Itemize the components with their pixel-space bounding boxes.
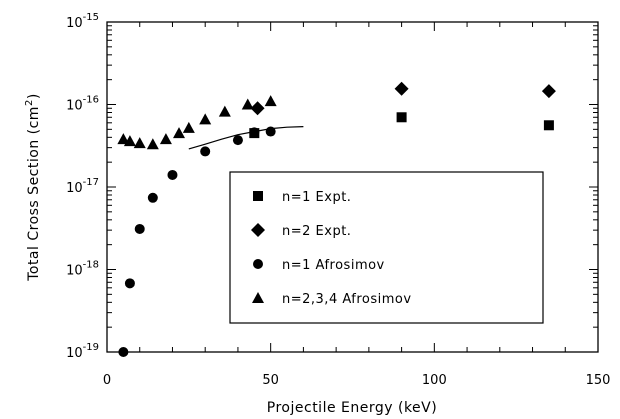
data-point-diamond	[394, 81, 409, 96]
data-point-circle	[249, 127, 260, 138]
y-tick-label: 10-16	[66, 95, 99, 114]
legend-label: n=2 Expt.	[282, 224, 351, 239]
legend-items: n=1 Expt. n=2 Expt. n=1 Afrosimov n=2,3,4 A…	[251, 190, 412, 307]
x-tick-labels: 0 50 100 150	[103, 373, 611, 388]
y-tick-exponent: -18	[83, 260, 99, 271]
fit-curve	[188, 126, 304, 150]
x-tick-label: 50	[262, 373, 279, 388]
data-markers	[117, 81, 556, 357]
y-tick-base: 10	[66, 16, 83, 31]
legend-marker-triangle	[252, 292, 264, 303]
data-point-triangle	[264, 95, 277, 107]
y-tick-label: 10-18	[66, 260, 99, 279]
data-point-circle	[118, 347, 129, 357]
data-point-triangle	[159, 133, 172, 145]
data-point-diamond	[250, 101, 265, 116]
y-tick-exponent: -15	[83, 12, 99, 23]
y-tick-base: 10	[66, 99, 83, 114]
y-tick-base: 10	[66, 346, 83, 361]
data-point-triangle	[218, 105, 231, 117]
x-axis-title: Projectile Energy (keV)	[267, 400, 437, 416]
data-point-circle	[265, 126, 276, 137]
y-tick-exponent: -19	[83, 342, 99, 353]
y-tick-base: 10	[66, 181, 83, 196]
y-axis-title: Total Cross Section (cm2)	[24, 93, 42, 282]
data-point-diamond	[541, 84, 556, 99]
x-tick-label: 100	[422, 373, 447, 388]
data-point-triangle	[182, 121, 195, 133]
y-axis-title-main: Total Cross Section (cm	[26, 106, 42, 282]
data-point-triangle	[117, 133, 130, 145]
data-point-square	[543, 120, 554, 131]
data-point-circle	[147, 192, 158, 203]
axis-ticks	[106, 21, 599, 353]
data-point-circle	[200, 146, 211, 157]
y-tick-label: 10-15	[66, 12, 99, 31]
y-tick-label: 10-19	[66, 342, 99, 361]
data-point-triangle	[173, 127, 186, 139]
data-point-triangle	[133, 137, 146, 149]
y-axis-title-close: )	[26, 93, 42, 99]
data-point-triangle	[199, 113, 212, 125]
y-tick-label: 10-17	[66, 177, 99, 196]
data-point-circle	[124, 278, 135, 289]
data-point-circle	[167, 169, 178, 180]
x-tick-label: 150	[586, 373, 611, 388]
data-point-circle	[134, 223, 145, 234]
legend-label: n=2,3,4 Afrosimov	[282, 292, 412, 307]
y-tick-exponent: -17	[83, 177, 99, 188]
data-point-triangle	[241, 98, 254, 110]
data-point-square	[396, 112, 407, 123]
y-tick-base: 10	[66, 264, 83, 279]
legend: n=1 Expt. n=2 Expt. n=1 Afrosimov n=2,3,4 A…	[229, 171, 544, 324]
y-tick-exponent: -16	[83, 95, 99, 106]
legend-label: n=1 Afrosimov	[282, 258, 385, 273]
legend-marker-square	[253, 191, 263, 201]
legend-marker-diamond	[251, 223, 265, 237]
x-tick-label: 0	[103, 373, 111, 388]
legend-box	[229, 171, 544, 324]
legend-label: n=1 Expt.	[282, 190, 351, 205]
data-point-triangle	[123, 135, 136, 147]
data-point-triangle	[146, 138, 159, 150]
data-point-circle	[232, 135, 243, 146]
y-axis-title-sup: 2	[24, 99, 35, 106]
legend-marker-circle	[253, 259, 263, 269]
